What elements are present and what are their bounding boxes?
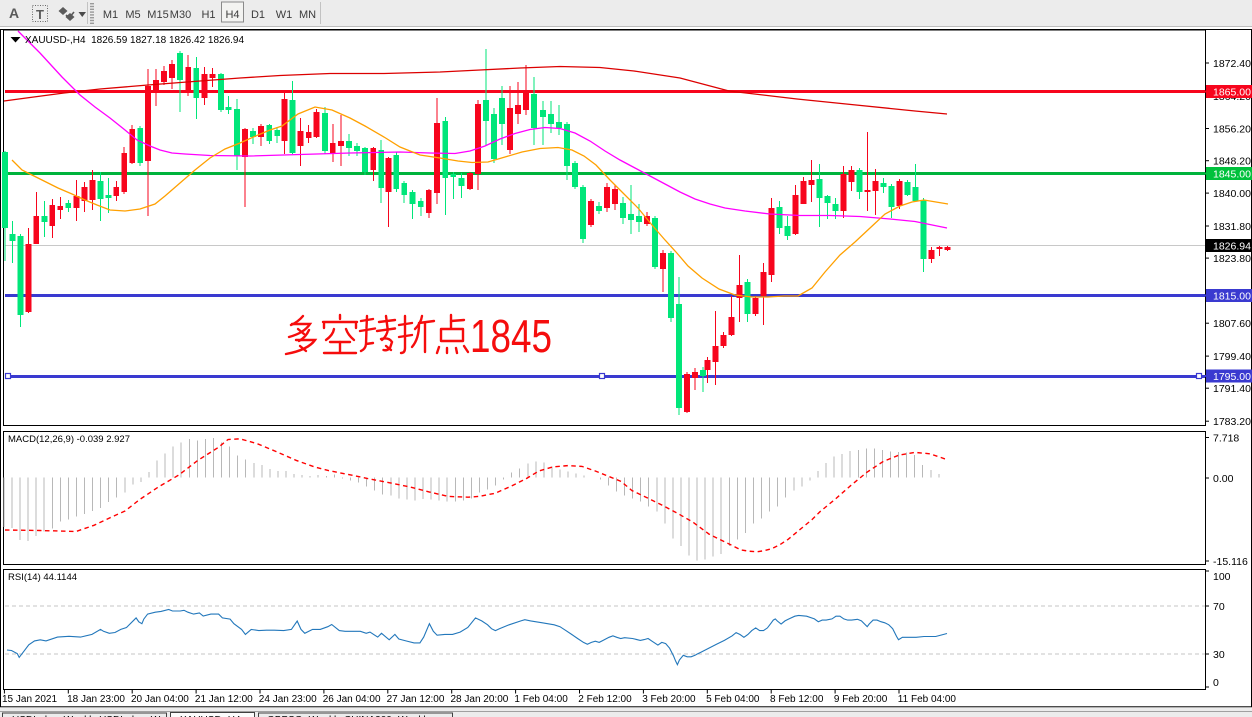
svg-text:1783.20: 1783.20 [1213, 416, 1251, 428]
svg-text:1845: 1845 [470, 310, 552, 362]
svg-text:1823.80: 1823.80 [1213, 253, 1251, 265]
svg-text:1856.20: 1856.20 [1213, 124, 1251, 136]
svg-text:1848.20: 1848.20 [1213, 156, 1251, 168]
svg-text:27 Jan 12:00: 27 Jan 12:00 [387, 694, 445, 705]
svg-text:MACD(12,26,9) -0.039 2.927: MACD(12,26,9) -0.039 2.927 [8, 434, 130, 445]
svg-text:70: 70 [1213, 601, 1225, 613]
svg-text:M5: M5 [125, 9, 140, 21]
svg-text:24 Jan 23:00: 24 Jan 23:00 [259, 694, 317, 705]
svg-text:1799.40: 1799.40 [1213, 351, 1251, 363]
svg-text:1831.80: 1831.80 [1213, 221, 1251, 233]
svg-text:1865.00: 1865.00 [1213, 87, 1251, 99]
svg-text:2 Feb 12:00: 2 Feb 12:00 [578, 694, 632, 705]
svg-text:1 Feb 04:00: 1 Feb 04:00 [514, 694, 568, 705]
svg-text:RSI(14) 44.1144: RSI(14) 44.1144 [8, 572, 77, 583]
svg-text:XAUUSD-,H4 1826.59 1827.18 18: XAUUSD-,H4 1826.59 1827.18 1826.42 1826.… [25, 35, 244, 46]
svg-text:-15.116: -15.116 [1213, 556, 1248, 568]
svg-text:1840.00: 1840.00 [1213, 188, 1251, 200]
svg-text:15 Jan 2021: 15 Jan 2021 [2, 694, 57, 705]
svg-text:H4: H4 [225, 9, 239, 21]
svg-text:1845.00: 1845.00 [1213, 169, 1251, 181]
svg-text:H1: H1 [201, 9, 215, 21]
svg-text:A: A [9, 5, 19, 21]
svg-text:20 Jan 04:00: 20 Jan 04:00 [131, 694, 189, 705]
svg-text:GBPSG-,Weekly CHINA300-,Weekly: GBPSG-,Weekly CHINA300-,Weekly [267, 715, 431, 717]
svg-text:XAUUSD-,H4: XAUUSD-,H4 [180, 715, 241, 717]
svg-text:1872.40: 1872.40 [1213, 58, 1251, 70]
svg-text:0.00: 0.00 [1213, 473, 1234, 485]
svg-text:28 Jan 20:00: 28 Jan 20:00 [451, 694, 509, 705]
svg-text:1791.40: 1791.40 [1213, 383, 1251, 395]
svg-text:11 Feb 04:00: 11 Feb 04:00 [898, 694, 957, 705]
svg-text:1795.00: 1795.00 [1213, 371, 1251, 383]
svg-text:USDIndex-,Weekly USDIndex-,W: USDIndex-,Weekly USDIndex-,W [12, 715, 161, 717]
svg-text:100: 100 [1213, 571, 1231, 583]
svg-text:3 Feb 20:00: 3 Feb 20:00 [642, 694, 696, 705]
svg-text:7.718: 7.718 [1213, 433, 1239, 445]
svg-text:0: 0 [1213, 677, 1219, 689]
svg-text:W1: W1 [276, 9, 293, 21]
svg-text:8 Feb 12:00: 8 Feb 12:00 [770, 694, 824, 705]
svg-text:1826.94: 1826.94 [1213, 241, 1251, 253]
svg-text:9 Feb 20:00: 9 Feb 20:00 [834, 694, 888, 705]
svg-text:M15: M15 [147, 9, 168, 21]
svg-text:1807.60: 1807.60 [1213, 318, 1251, 330]
svg-text:MN: MN [299, 9, 316, 21]
svg-text:T: T [36, 7, 44, 22]
svg-text:26 Jan 04:00: 26 Jan 04:00 [323, 694, 381, 705]
svg-text:21 Jan 12:00: 21 Jan 12:00 [195, 694, 253, 705]
svg-text:D1: D1 [251, 9, 265, 21]
svg-text:1815.00: 1815.00 [1213, 291, 1251, 303]
svg-text:30: 30 [1213, 649, 1225, 661]
svg-text:M30: M30 [170, 9, 191, 21]
svg-text:18 Jan 23:00: 18 Jan 23:00 [67, 694, 125, 705]
svg-text:5 Feb 04:00: 5 Feb 04:00 [706, 694, 760, 705]
svg-text:M1: M1 [103, 9, 118, 21]
